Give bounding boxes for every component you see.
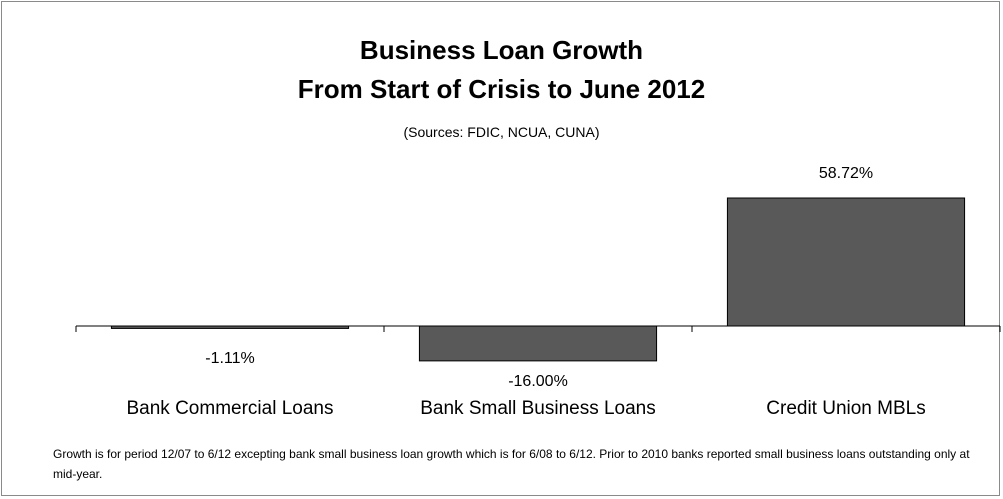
bar-1 [418,325,658,362]
data-label-1: -16.00% [508,373,568,390]
data-label-2: 58.72% [819,165,873,182]
chart-title: Business Loan Growth From Start of Crisi… [0,31,1003,109]
category-label-1: Bank Small Business Loans [420,398,656,419]
bar-chart: -1.11% Bank Commercial Loans -16.00% Bank S… [75,165,1001,419]
chart-title-line-1: Business Loan Growth [359,35,644,65]
category-label-2: Credit Union MBLs [766,398,925,419]
footnote: Growth is for period 12/07 to 6/12 excep… [53,447,970,481]
chart-subtitle: (Sources: FDIC, NCUA, CUNA) [403,124,600,140]
data-label-0: -1.11% [205,350,255,367]
bar-2 [726,197,966,327]
bar-0 [110,325,350,329]
category-label-0: Bank Commercial Loans [127,398,334,419]
chart-title-line-2: From Start of Crisis to June 2012 [297,74,706,104]
